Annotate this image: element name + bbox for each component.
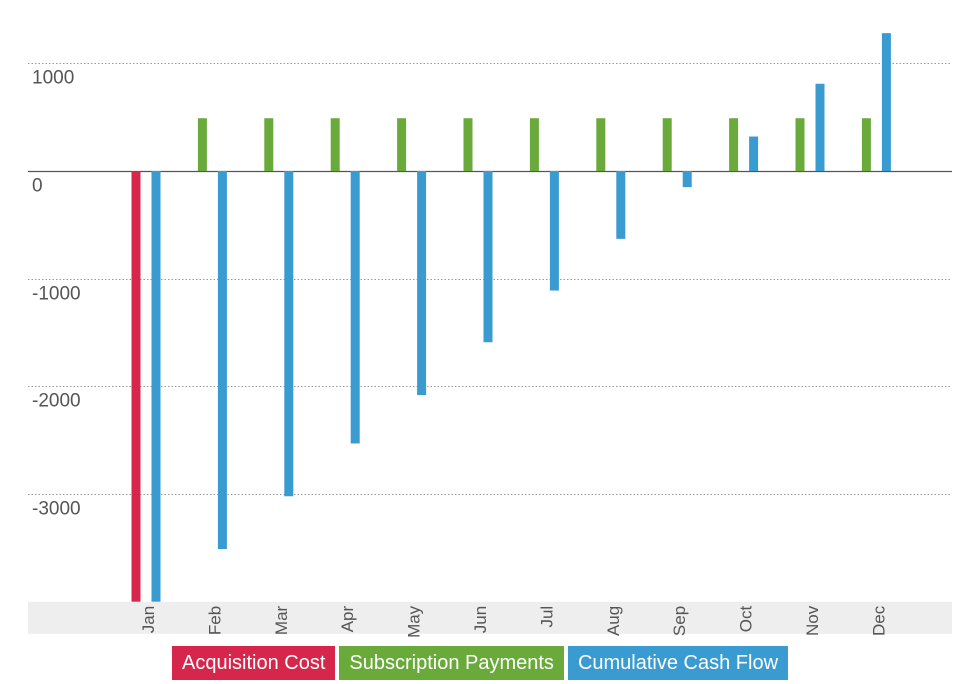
bar-acquisition-cost-jan <box>131 171 141 602</box>
bar-cumulative-cash-flow-sep <box>682 171 692 188</box>
bar-subscription-payments-feb <box>197 118 207 171</box>
bar-subscription-payments-oct <box>729 118 739 171</box>
x-tick-label: Dec <box>869 605 888 636</box>
bar-cumulative-cash-flow-jan <box>151 171 161 602</box>
x-tick-label: Aug <box>604 606 623 636</box>
legend-item-acquisition-cost[interactable]: Acquisition Cost <box>171 646 336 680</box>
bar-cumulative-cash-flow-nov <box>815 83 825 171</box>
bar-subscription-payments-jun <box>463 118 473 171</box>
bar-subscription-payments-dec <box>861 118 871 171</box>
bar-subscription-payments-mar <box>264 118 274 171</box>
bar-cumulative-cash-flow-oct <box>749 136 759 171</box>
x-tick-label: Feb <box>205 606 224 635</box>
y-tick-label: 1000 <box>32 68 74 89</box>
y-tick-label: 0 <box>32 176 43 197</box>
y-tick-label: -3000 <box>32 499 81 520</box>
y-tick-label: -1000 <box>32 284 81 305</box>
y-tick-label: -2000 <box>32 391 81 412</box>
legend-item-subscription-payments[interactable]: Subscription Payments <box>339 646 564 680</box>
x-tick-label: Oct <box>737 606 756 633</box>
y-tick-labels: 1000 0 -1000 -2000 -3000 <box>32 68 81 520</box>
bar-cumulative-cash-flow-feb <box>217 171 227 550</box>
bars <box>131 33 891 602</box>
bar-subscription-payments-may <box>397 118 407 171</box>
legend-item-cumulative-cash-flow[interactable]: Cumulative Cash Flow <box>567 646 789 680</box>
x-tick-label: Sep <box>670 606 689 636</box>
bar-subscription-payments-sep <box>662 118 672 171</box>
legend: Acquisition Cost Subscription Payments Cum… <box>0 646 960 682</box>
x-tick-labels: Jan Feb Mar Apr May Jun Jul Aug Sep Oct Nov Dec <box>139 605 888 638</box>
bar-cumulative-cash-flow-jul <box>549 171 559 291</box>
bar-cumulative-cash-flow-may <box>417 171 427 396</box>
bar-subscription-payments-aug <box>596 118 606 171</box>
x-tick-label: May <box>405 605 424 638</box>
bar-subscription-payments-jul <box>529 118 539 171</box>
x-tick-label: Jun <box>471 606 490 633</box>
bar-cumulative-cash-flow-mar <box>284 171 294 497</box>
bar-cumulative-cash-flow-aug <box>616 171 626 239</box>
bar-subscription-payments-apr <box>330 118 340 171</box>
bar-cumulative-cash-flow-jun <box>483 171 493 343</box>
bar-cumulative-cash-flow-apr <box>350 171 360 444</box>
bar-subscription-payments-nov <box>795 118 805 171</box>
bar-cumulative-cash-flow-dec <box>881 33 891 172</box>
x-tick-label: Mar <box>272 605 291 635</box>
x-tick-label: Jan <box>139 606 158 633</box>
x-tick-label: Jul <box>537 606 556 628</box>
x-tick-label: Apr <box>338 605 357 632</box>
bar-chart: Jan Feb Mar Apr May Jun Jul Aug Sep Oct Nov Dec 100… <box>28 33 952 638</box>
x-axis-band <box>28 601 952 634</box>
x-tick-label: Nov <box>803 605 822 636</box>
